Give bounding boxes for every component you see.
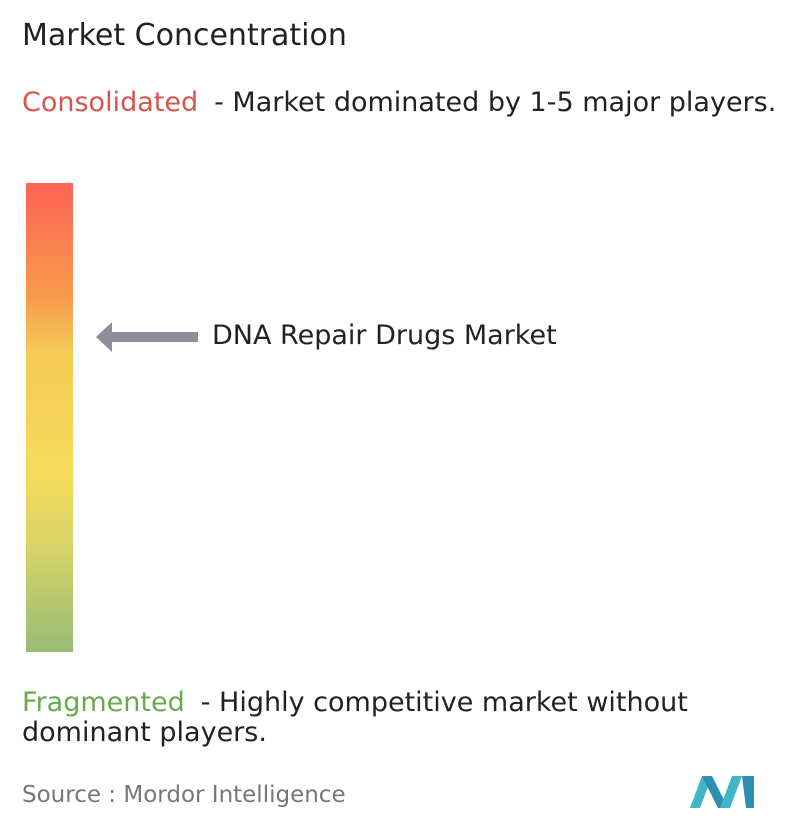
- fragmented-row: Fragmented - Highly competitive market wi…: [22, 688, 787, 748]
- arrow: [96, 322, 198, 352]
- fragmented-label: Fragmented: [22, 687, 185, 718]
- logo-part: [702, 776, 728, 808]
- logo-part: [720, 776, 742, 808]
- source-label: Source :: [22, 782, 117, 808]
- fragmented-description: - Highly competitive market without domi…: [22, 687, 688, 748]
- logo-part: [742, 776, 754, 808]
- consolidated-label: Consolidated: [22, 87, 199, 118]
- logo: [690, 776, 754, 808]
- arrow-shape: [96, 322, 198, 352]
- source: Source : Mordor Intelligence: [22, 782, 346, 808]
- concentration-gradient: [26, 183, 73, 652]
- consolidated-row: Consolidated - Market dominated by 1-5 ma…: [22, 88, 787, 118]
- market-label: DNA Repair Drugs Market: [212, 320, 557, 351]
- title: Market Concentration: [22, 18, 347, 53]
- source-name: Mordor Intelligence: [123, 782, 346, 808]
- consolidated-description: - Market dominated by 1-5 major players.: [214, 87, 777, 118]
